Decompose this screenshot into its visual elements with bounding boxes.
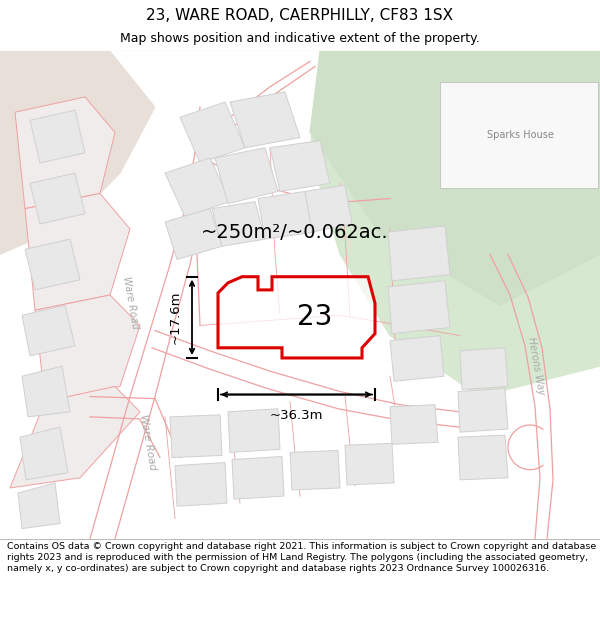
Polygon shape: [458, 435, 508, 480]
Polygon shape: [258, 191, 315, 239]
Polygon shape: [10, 386, 140, 488]
Polygon shape: [30, 110, 85, 163]
Polygon shape: [232, 456, 284, 499]
Polygon shape: [18, 483, 60, 529]
Text: Ware Road: Ware Road: [121, 276, 140, 330]
Polygon shape: [170, 415, 222, 458]
Polygon shape: [25, 239, 80, 290]
Text: Contains OS data © Crown copyright and database right 2021. This information is : Contains OS data © Crown copyright and d…: [7, 542, 596, 573]
Polygon shape: [310, 51, 600, 305]
Polygon shape: [30, 173, 85, 224]
Polygon shape: [0, 51, 155, 254]
Polygon shape: [215, 148, 278, 204]
Polygon shape: [25, 194, 130, 310]
Text: ~250m²/~0.062ac.: ~250m²/~0.062ac.: [201, 222, 389, 241]
Polygon shape: [270, 141, 330, 191]
Text: Map shows position and indicative extent of the property.: Map shows position and indicative extent…: [120, 32, 480, 45]
Polygon shape: [230, 92, 300, 148]
Text: Ware Road: Ware Road: [138, 414, 158, 471]
Polygon shape: [388, 226, 450, 281]
Polygon shape: [345, 443, 394, 485]
Polygon shape: [460, 348, 508, 389]
Polygon shape: [228, 409, 280, 452]
Polygon shape: [20, 427, 68, 480]
Text: ~17.6m: ~17.6m: [169, 291, 182, 344]
Polygon shape: [290, 451, 340, 490]
Polygon shape: [175, 462, 227, 506]
Polygon shape: [305, 185, 352, 232]
Polygon shape: [22, 305, 75, 356]
Polygon shape: [388, 281, 450, 334]
Polygon shape: [165, 209, 222, 259]
Text: 23: 23: [298, 303, 332, 331]
Polygon shape: [180, 102, 245, 163]
Polygon shape: [212, 201, 265, 246]
Text: 23, WARE ROAD, CAERPHILLY, CF83 1SX: 23, WARE ROAD, CAERPHILLY, CF83 1SX: [146, 8, 454, 23]
Polygon shape: [15, 97, 115, 209]
Polygon shape: [440, 82, 598, 188]
Polygon shape: [390, 405, 438, 444]
Polygon shape: [390, 336, 444, 381]
Polygon shape: [22, 366, 70, 417]
Text: ~36.3m: ~36.3m: [270, 409, 323, 422]
Polygon shape: [218, 277, 375, 358]
Polygon shape: [310, 51, 600, 397]
Text: Herons Way: Herons Way: [526, 336, 546, 396]
Text: Sparks House: Sparks House: [487, 129, 553, 139]
Polygon shape: [165, 158, 230, 217]
Polygon shape: [458, 388, 508, 432]
Polygon shape: [35, 295, 140, 402]
